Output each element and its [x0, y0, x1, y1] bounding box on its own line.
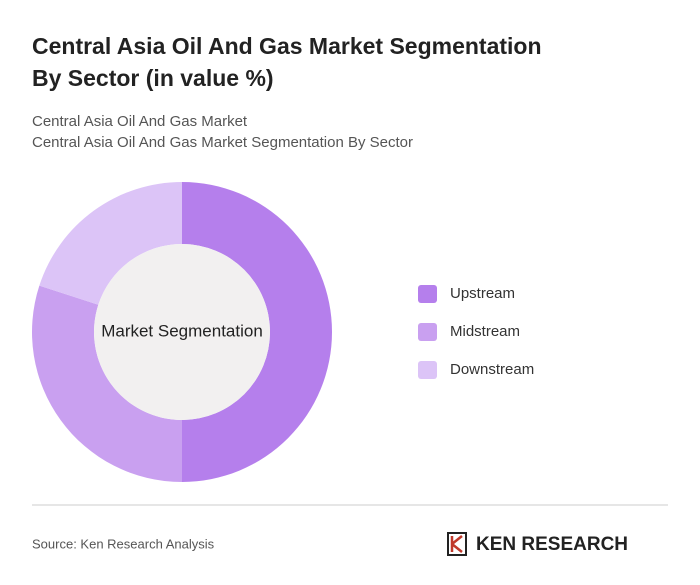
chart-title: Central Asia Oil And Gas Market Segmenta…	[32, 33, 542, 91]
logo-icon	[450, 535, 463, 553]
logo: KEN RESEARCH	[447, 532, 628, 556]
legend-label: Upstream	[450, 285, 515, 302]
pie-slice	[31, 285, 182, 482]
logo-text: KEN RESEARCH	[476, 534, 628, 555]
pie-slice	[39, 182, 182, 305]
source: Source: Ken Research Analysis	[32, 536, 215, 551]
subtitle: Central Asia Oil And Gas Market	[32, 113, 248, 130]
legend-label: Downstream	[450, 361, 534, 378]
donut-hole	[94, 244, 270, 420]
legend-swatch	[418, 323, 437, 341]
legend-label: Midstream	[450, 323, 520, 340]
logo-icon	[447, 532, 467, 556]
pie-slice	[182, 182, 332, 482]
subtitle: Central Asia Oil And Gas Market Segmenta…	[32, 134, 413, 151]
center-label: Market Segmentation	[101, 321, 263, 340]
legend-swatch	[418, 285, 437, 303]
legend-swatch	[418, 361, 437, 379]
